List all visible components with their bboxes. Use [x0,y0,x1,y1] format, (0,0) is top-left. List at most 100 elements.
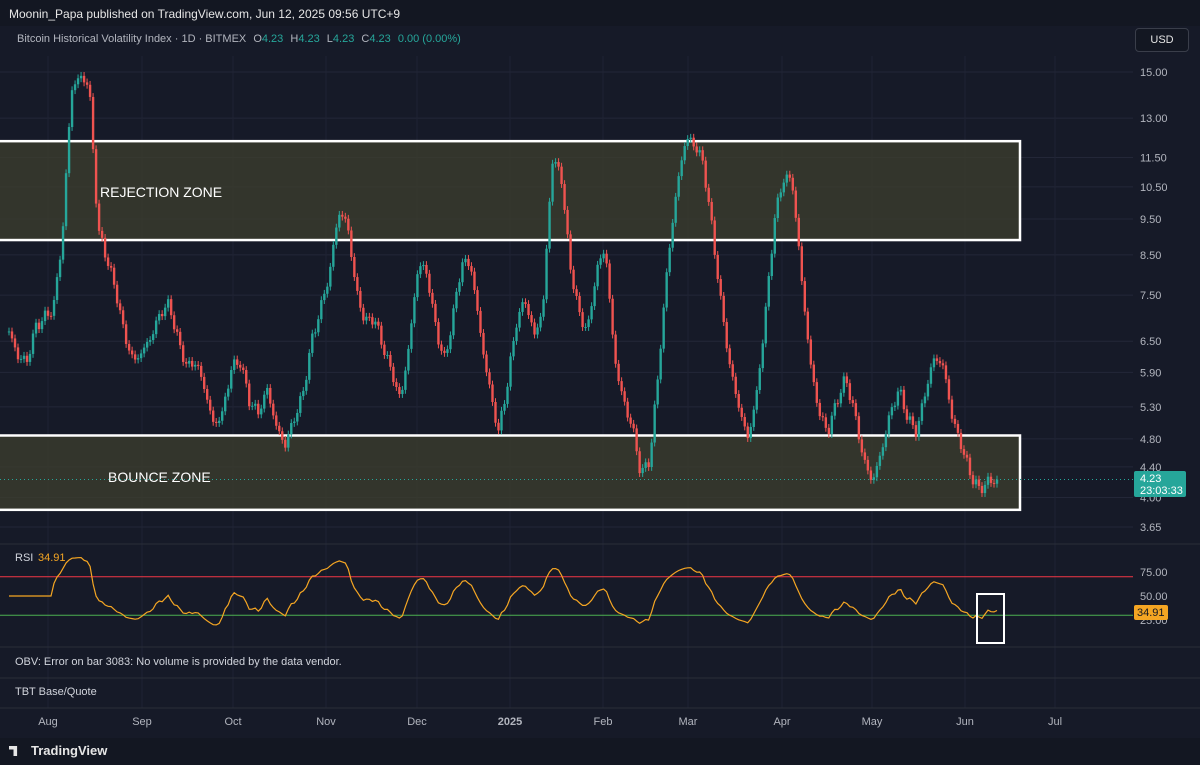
candle [761,343,764,369]
candle [854,403,858,417]
candle [46,310,50,316]
candle [175,329,179,332]
x-tick-label: Feb [594,716,613,728]
rejection-zone [0,139,1022,242]
candle [157,314,161,321]
price-axis[interactable]: 15.00 13.00 11.50 10.50 9.50 8.50 7.50 6.50 5.90… [1140,67,1168,534]
candle [608,263,611,299]
candle [139,353,143,359]
candle [103,237,107,258]
candle [431,292,434,304]
candle [202,376,206,390]
candle [299,396,302,413]
candle [767,276,770,307]
candle [680,160,683,177]
last-price-badge [1134,471,1186,497]
candle [97,203,101,231]
candle [974,479,978,485]
candle [605,253,608,264]
currency-button[interactable]: USD [1135,28,1189,52]
candle [818,402,822,417]
candle [800,246,804,282]
candle [923,396,927,404]
candle [43,310,47,322]
candle [938,360,942,364]
tradingview-icon [9,746,18,756]
candle [308,352,311,380]
candle [148,340,152,342]
candle [914,425,918,437]
low-value: 4.23 [332,33,355,45]
candle [221,411,224,421]
candle [196,364,200,366]
candle [662,307,665,349]
y-tick-label: 9.50 [1140,214,1161,226]
candle [860,439,864,453]
candle [419,266,422,275]
x-tick-label: Oct [224,716,241,728]
candle [491,384,494,403]
candle [410,323,413,349]
candle [740,407,743,418]
candle [959,432,963,450]
candle [614,334,617,364]
candle [467,258,470,267]
candle [503,403,506,411]
candle [764,306,767,344]
candle [770,253,773,277]
candle [389,354,392,367]
candle [890,407,894,416]
candle [866,459,870,471]
candle [989,476,993,483]
candle [830,415,834,435]
tradingview-logo[interactable]: TradingView [9,743,107,758]
candle [842,376,846,393]
candle [464,258,467,263]
candle [109,265,113,268]
candle [275,415,278,426]
candle [428,273,431,293]
candle [773,218,776,254]
candle [133,354,137,360]
time-axis[interactable]: Aug Sep Oct Nov Dec 2025 Feb Mar Apr May Jun Jul [38,716,1062,728]
candle [287,434,290,448]
candle [644,462,647,468]
candle [506,386,509,404]
candle [899,389,903,392]
candle [971,475,975,485]
candle [884,434,888,448]
candle [935,358,939,361]
y-tick-label: 8.50 [1140,250,1161,262]
chart-area[interactable]: REJECTION ZONE BOUNCE ZONE 15.00 13.00 11.… [0,26,1200,738]
candle [848,383,852,401]
candle [965,454,969,458]
candle [76,78,80,85]
candle [674,196,677,223]
candle [887,415,891,435]
candle [160,314,164,317]
publish-info: Moonin_Papa published on TradingView.com… [9,7,401,21]
candle [452,308,455,336]
candle [461,262,464,283]
candle [254,403,257,406]
rsi-label: RSI [15,552,33,564]
candle [677,176,680,197]
candle [863,452,867,460]
candle [163,307,167,317]
candle [341,214,344,217]
candle [578,296,581,313]
candle [311,333,314,353]
candle [314,332,317,334]
candle [106,257,110,266]
x-tick-label: 2025 [498,716,522,728]
candle [716,254,719,280]
candle [236,359,239,365]
candle [305,379,308,391]
candle [350,230,353,258]
candle [19,358,23,360]
candle [320,300,323,320]
candle [695,146,698,153]
x-tick-label: Sep [132,716,152,728]
publish-bar: Moonin_Papa published on TradingView.com… [0,0,1200,26]
candle [187,360,191,364]
